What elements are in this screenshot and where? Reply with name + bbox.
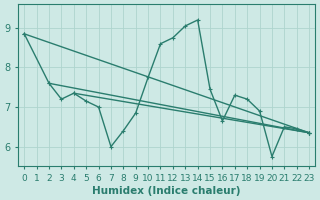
- X-axis label: Humidex (Indice chaleur): Humidex (Indice chaleur): [92, 186, 241, 196]
